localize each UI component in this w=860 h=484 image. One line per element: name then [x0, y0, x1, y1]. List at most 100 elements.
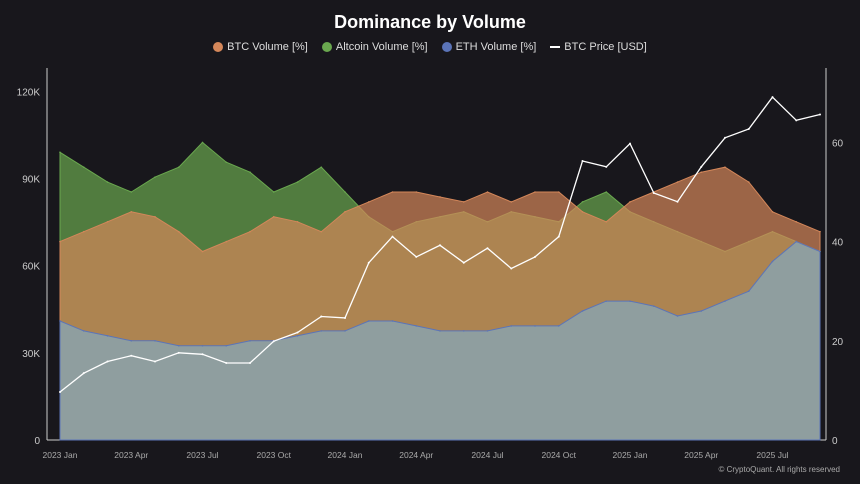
data-point — [130, 340, 133, 342]
left-tick-label: 90K — [22, 174, 40, 185]
data-point — [700, 171, 703, 173]
right-tick-label: 60 — [832, 138, 844, 149]
price-point — [486, 247, 489, 250]
right-tick-label: 0 — [832, 436, 838, 447]
data-point — [581, 211, 584, 213]
data-point — [296, 335, 299, 337]
price-point — [249, 361, 251, 364]
data-point — [130, 211, 133, 213]
x-tick-label: 2024 Jan — [328, 450, 363, 460]
data-point — [272, 216, 275, 218]
data-point — [629, 300, 631, 302]
price-point — [629, 142, 631, 145]
data-point — [225, 240, 228, 243]
data-point — [534, 191, 536, 193]
price-point — [367, 261, 370, 264]
data-point — [201, 250, 204, 253]
price-point — [415, 255, 418, 258]
data-point — [724, 300, 726, 302]
data-point — [819, 250, 821, 253]
data-point — [225, 161, 228, 164]
data-point — [296, 220, 299, 223]
price-point — [534, 255, 536, 258]
legend-btc-volume[interactable]: BTC Volume [%] — [213, 41, 308, 53]
x-tick-label: 2025 Jul — [756, 450, 788, 460]
data-point — [249, 171, 251, 173]
data-point — [415, 191, 418, 193]
data-point — [249, 230, 251, 233]
x-tick-label: 2023 Jul — [186, 450, 218, 460]
data-point — [581, 201, 584, 203]
price-point — [462, 261, 465, 264]
data-point — [367, 201, 370, 203]
data-point — [320, 330, 323, 332]
legend-altcoin-volume[interactable]: Altcoin Volume [%] — [321, 41, 428, 53]
data-point — [344, 330, 346, 332]
data-point — [510, 325, 513, 327]
data-point — [771, 260, 774, 263]
data-point — [795, 220, 798, 223]
data-point — [462, 201, 465, 203]
x-tick-label: 2023 Oct — [257, 450, 292, 460]
data-point — [510, 201, 513, 203]
data-point — [676, 315, 679, 317]
price-point — [747, 128, 750, 131]
data-point — [439, 330, 441, 332]
price-point — [272, 340, 275, 343]
data-point — [154, 340, 156, 342]
data-point — [225, 344, 228, 347]
price-point — [201, 353, 204, 356]
legend-btc-price[interactable]: BTC Price [USD] — [550, 41, 647, 53]
left-tick-label: 60K — [22, 262, 40, 273]
data-point — [177, 344, 180, 347]
data-point — [82, 230, 85, 233]
price-point — [320, 315, 323, 318]
price-point — [510, 267, 513, 270]
data-point — [605, 300, 608, 302]
price-point — [605, 165, 608, 168]
data-point — [652, 305, 655, 307]
data-point — [82, 166, 85, 168]
data-point — [320, 166, 323, 168]
data-point — [59, 151, 61, 154]
price-point — [177, 351, 180, 354]
data-point — [106, 335, 109, 337]
data-point — [154, 176, 156, 178]
price-point — [106, 360, 109, 363]
data-point — [439, 196, 441, 198]
data-point — [177, 230, 180, 233]
data-point — [344, 211, 346, 213]
data-point — [177, 166, 180, 168]
data-point — [795, 240, 798, 243]
legend: BTC Volume [%] Altcoin Volume [%] ETH Vo… — [0, 41, 860, 53]
left-tick-label: 120K — [17, 87, 41, 98]
price-point — [771, 96, 774, 99]
left-tick-label: 0 — [34, 436, 40, 447]
price-point — [130, 354, 133, 357]
legend-eth-volume[interactable]: ETH Volume [%] — [441, 41, 536, 53]
data-point — [581, 310, 584, 312]
data-point — [747, 181, 750, 183]
data-point — [82, 330, 85, 332]
price-point — [439, 244, 441, 247]
right-tick-label: 40 — [832, 238, 844, 249]
data-point — [557, 325, 560, 327]
price-point — [700, 165, 703, 168]
price-point — [82, 372, 85, 375]
data-point — [819, 230, 821, 233]
x-tick-label: 2023 Jan — [43, 450, 78, 460]
data-point — [605, 191, 608, 193]
data-point — [724, 166, 726, 168]
data-point — [391, 191, 394, 193]
left-tick-label: 30K — [22, 349, 40, 360]
right-tick-label: 20 — [832, 337, 844, 348]
data-point — [629, 201, 631, 203]
data-point — [771, 211, 774, 213]
copyright-text: © CryptoQuant. All rights reserved — [718, 465, 841, 474]
data-point — [320, 230, 323, 233]
x-tick-label: 2024 Apr — [399, 450, 433, 460]
data-point — [154, 216, 156, 218]
data-point — [59, 320, 61, 322]
price-point — [581, 160, 584, 162]
